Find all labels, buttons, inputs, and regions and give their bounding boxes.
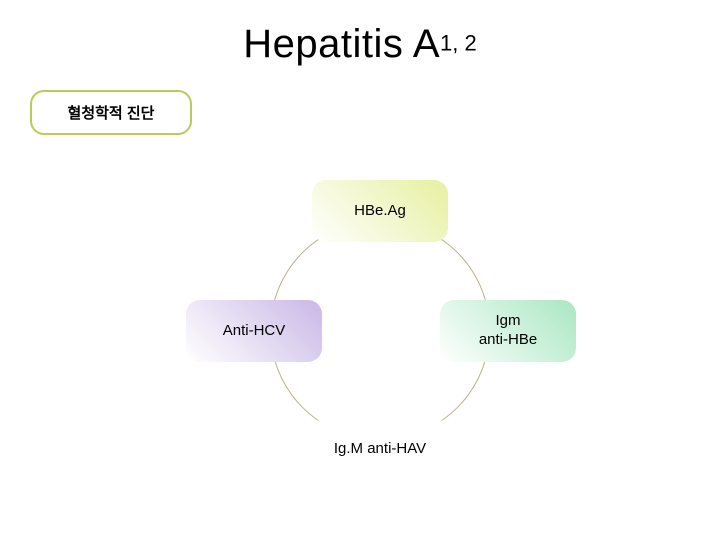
title-text: Hepatitis A [243,22,440,66]
node-top: HBe.Ag [312,180,448,242]
node-left: Anti-HCV [186,300,322,362]
page-title: Hepatitis A1, 2 [0,22,720,67]
stage: Hepatitis A1, 2 혈청학적 진단 HBe.Ag Igm anti-… [0,0,720,540]
title-superscript: 1, 2 [440,31,477,56]
node-bottom: Ig.M anti-HAV [312,418,448,480]
node-right: Igm anti-HBe [440,300,576,362]
serology-badge: 혈청학적 진단 [30,90,192,135]
